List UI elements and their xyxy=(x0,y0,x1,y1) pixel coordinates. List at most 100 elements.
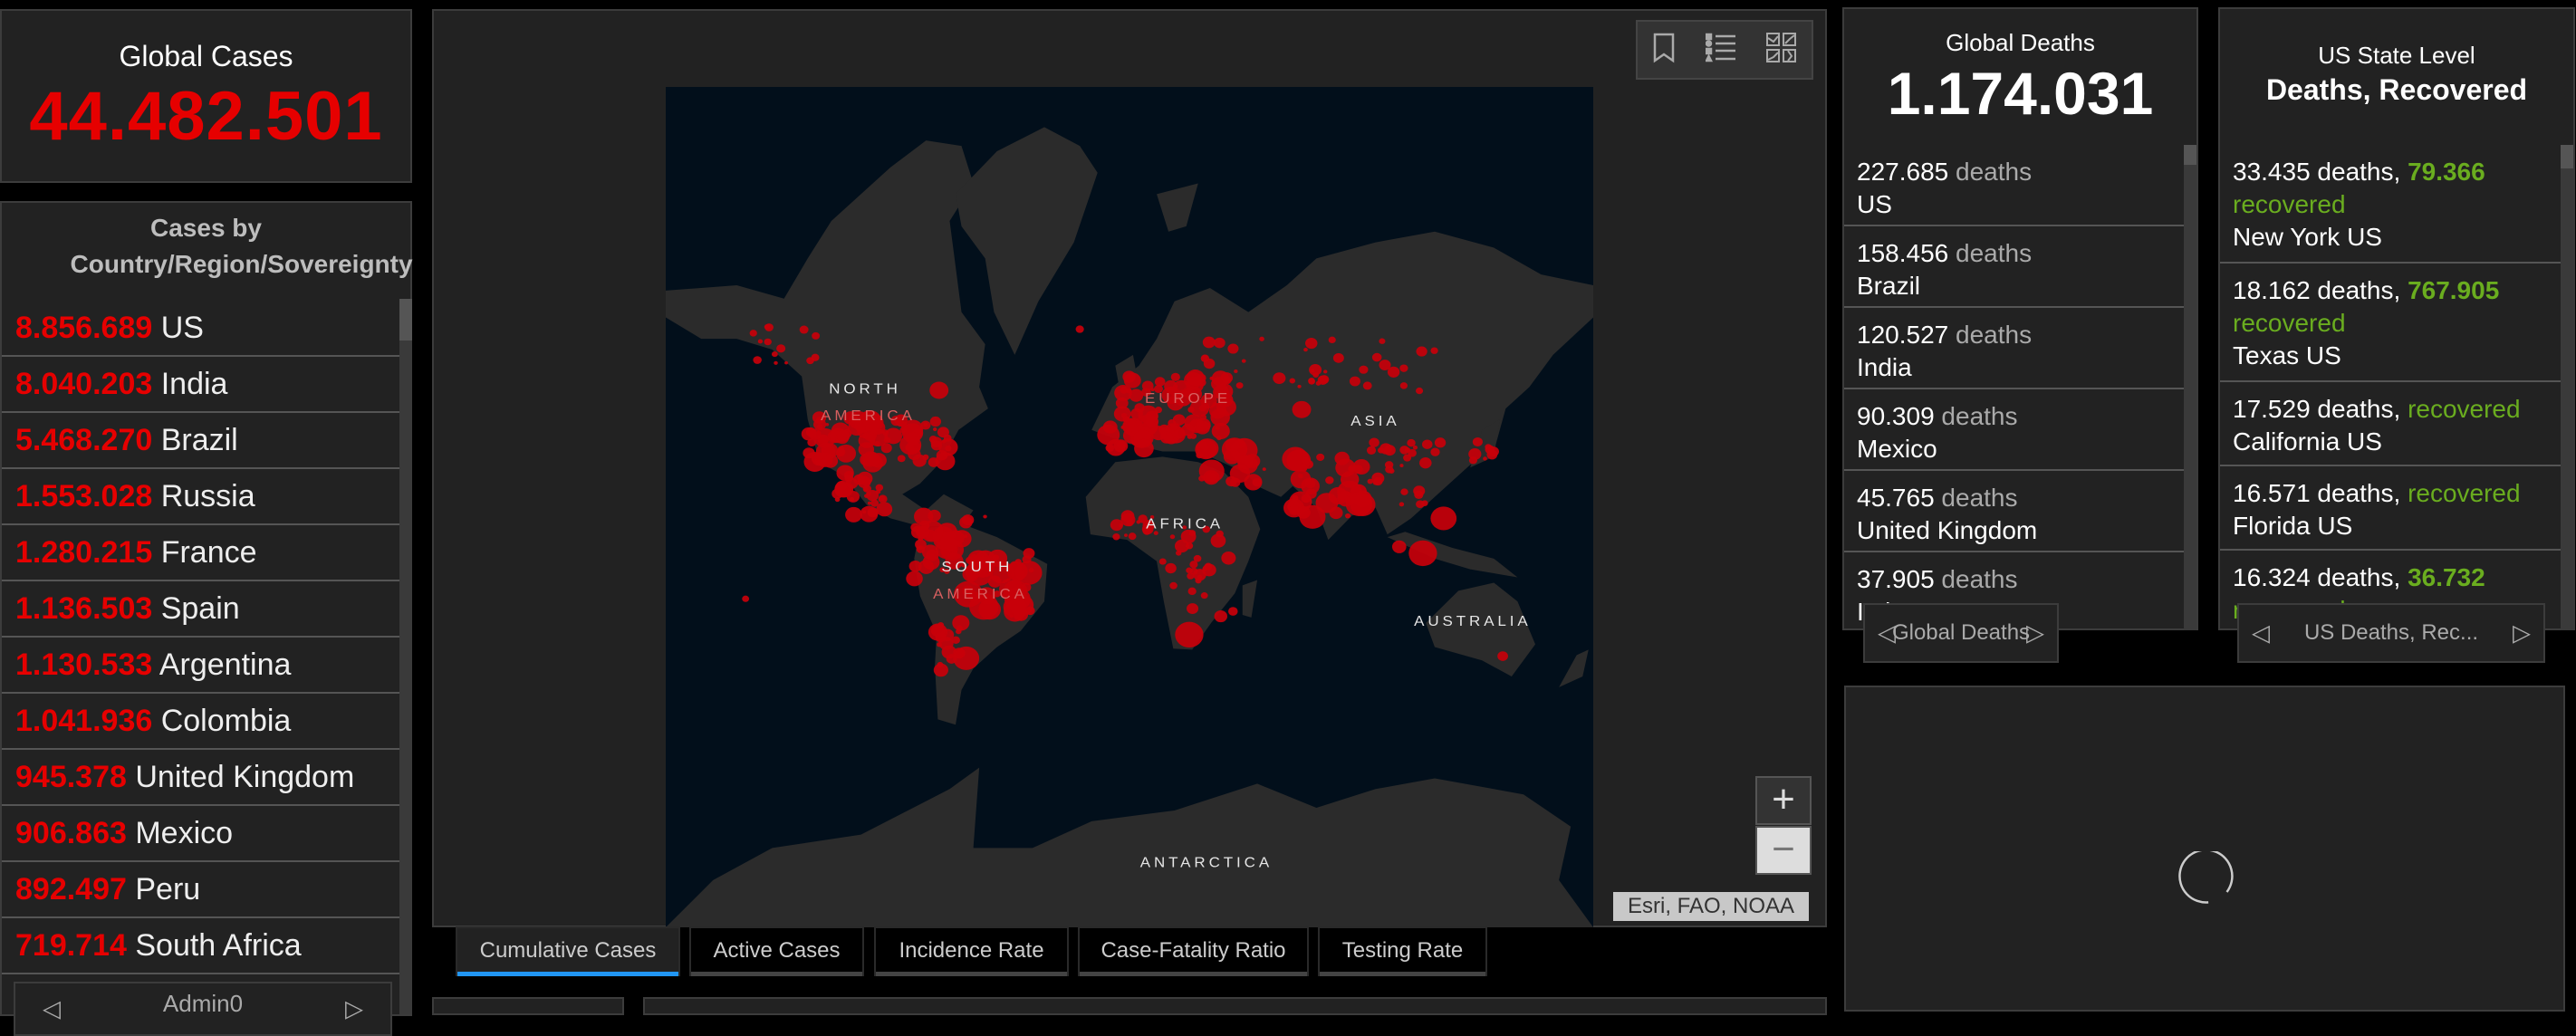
loading-spinner-icon xyxy=(2178,851,2234,904)
case-dot xyxy=(929,416,942,427)
case-dot xyxy=(1124,533,1128,537)
us-state-scrollbar[interactable] xyxy=(2561,145,2573,630)
case-dot xyxy=(1185,386,1202,402)
global-deaths-list[interactable]: 227.685 deaths US 158.456 deaths Brazil 120.… xyxy=(1844,145,2185,630)
tab-testing-rate[interactable]: Testing Rate xyxy=(1318,926,1487,976)
country-list[interactable]: 8.856.689 US 8.040.203 India 5.468.270 Bra… xyxy=(2,301,400,974)
tab-incidence-rate[interactable]: Incidence Rate xyxy=(874,926,1069,976)
tab-cumulative-cases[interactable]: Cumulative Cases xyxy=(456,926,680,976)
case-dot xyxy=(845,506,862,523)
zoom-in-button[interactable]: + xyxy=(1755,776,1812,825)
deaths-list-item[interactable]: 158.456 deaths Brazil xyxy=(1844,226,2185,308)
prev-arrow-icon[interactable]: ◁ xyxy=(1878,619,1896,647)
country-name: Brazil xyxy=(1857,272,1921,300)
us-state-list-item[interactable]: 33.435 deaths, 79.366 recovered New York … xyxy=(2220,145,2561,264)
legend-icon[interactable] xyxy=(1704,33,1736,68)
next-arrow-icon[interactable]: ▷ xyxy=(345,994,363,1022)
tab-active-cases[interactable]: Active Cases xyxy=(689,926,864,976)
global-deaths-pager: ◁ Global Deaths ▷ xyxy=(1863,603,2059,663)
us-state-list-item[interactable]: 18.162 deaths, 767.905 recovered Texas US xyxy=(2220,264,2561,382)
country-list-item[interactable]: 1.136.503 Spain xyxy=(2,581,400,638)
case-dot xyxy=(1416,346,1427,357)
world-map[interactable]: NORTH AMERICA EUROPE ASIA AFRICA SOUTH A… xyxy=(666,87,1593,927)
deaths-unit: deaths, xyxy=(2317,479,2401,507)
case-dot xyxy=(899,421,908,428)
scrollbar-thumb[interactable] xyxy=(2561,145,2573,168)
deaths-list-item[interactable]: 120.527 deaths India xyxy=(1844,308,2185,389)
scrollbar-thumb[interactable] xyxy=(2184,145,2196,165)
case-dot xyxy=(742,595,750,602)
country-list-item[interactable]: 8.856.689 US xyxy=(2,301,400,357)
case-dot xyxy=(908,560,922,572)
case-dot xyxy=(1241,359,1246,363)
country-list-item[interactable]: 8.040.203 India xyxy=(2,357,400,413)
case-dot xyxy=(1128,532,1137,541)
case-dot xyxy=(1154,385,1163,393)
map-canvas[interactable]: NORTH AMERICA EUROPE ASIA AFRICA SOUTH A… xyxy=(666,87,1593,927)
death-count: 16.324 xyxy=(2233,563,2311,591)
case-dot xyxy=(870,499,879,507)
map-attribution: Esri, FAO, NOAA xyxy=(1613,892,1809,921)
deaths-scrollbar[interactable] xyxy=(2184,145,2196,630)
case-dot xyxy=(1422,439,1433,449)
case-dot xyxy=(837,433,842,437)
case-dot xyxy=(811,353,820,361)
case-dot xyxy=(1366,446,1377,455)
bookmark-icon[interactable] xyxy=(1652,33,1676,68)
case-dot xyxy=(1193,554,1202,562)
deaths-unit: deaths xyxy=(1956,321,2033,349)
us-state-list[interactable]: 33.435 deaths, 79.366 recovered New York … xyxy=(2220,145,2561,630)
country-name: Mexico xyxy=(135,816,234,850)
case-dot xyxy=(1200,592,1208,600)
case-dot xyxy=(825,422,830,427)
case-dot xyxy=(1130,408,1143,420)
scrollbar-thumb[interactable] xyxy=(399,299,412,341)
case-dot xyxy=(1235,382,1244,389)
case-dot xyxy=(875,484,884,492)
us-state-list-item[interactable]: 16.571 deaths, recovered Florida US xyxy=(2220,466,2561,551)
us-state-list-item[interactable]: 17.529 deaths, recovered California US xyxy=(2220,382,2561,466)
country-list-item[interactable]: 719.714 South Africa xyxy=(2,918,400,974)
country-list-item[interactable]: 5.468.270 Brazil xyxy=(2,413,400,469)
case-dot xyxy=(1399,502,1405,507)
case-dot xyxy=(952,615,970,631)
case-dot xyxy=(1344,496,1350,503)
country-list-item[interactable]: 1.553.028 Russia xyxy=(2,469,400,525)
label-north: NORTH xyxy=(829,381,901,397)
country-list-item[interactable]: 945.378 United Kingdom xyxy=(2,750,400,806)
case-dot xyxy=(1328,336,1336,344)
country-list-item[interactable]: 892.497 Peru xyxy=(2,862,400,918)
label-africa: AFRICA xyxy=(1146,516,1224,532)
case-dot xyxy=(929,381,949,399)
label-europe: EUROPE xyxy=(1145,391,1231,407)
case-dot xyxy=(1308,377,1315,384)
case-dot xyxy=(1483,456,1487,461)
case-dot xyxy=(799,325,809,334)
deaths-list-item[interactable]: 90.309 deaths Mexico xyxy=(1844,389,2185,471)
case-dot xyxy=(1136,520,1141,524)
next-arrow-icon[interactable]: ▷ xyxy=(2513,619,2531,647)
country-list-item[interactable]: 1.041.936 Colombia xyxy=(2,694,400,750)
next-arrow-icon[interactable]: ▷ xyxy=(2026,619,2044,647)
prev-arrow-icon[interactable]: ◁ xyxy=(43,994,61,1022)
country-list-item[interactable]: 1.280.215 France xyxy=(2,525,400,581)
case-dot xyxy=(858,433,876,448)
case-dot xyxy=(1309,364,1322,376)
country-name: US xyxy=(1857,190,1892,218)
case-dot xyxy=(1175,621,1204,648)
prev-arrow-icon[interactable]: ◁ xyxy=(2252,619,2270,647)
case-dot xyxy=(1022,555,1032,564)
deaths-list-item[interactable]: 45.765 deaths United Kingdom xyxy=(1844,471,2185,552)
country-name: United Kingdom xyxy=(135,760,355,794)
country-list-item[interactable]: 1.130.533 Argentina xyxy=(2,638,400,694)
global-cases-title: Global Cases xyxy=(119,40,293,72)
australia xyxy=(1426,582,1535,677)
tab-case-fatality-ratio[interactable]: Case-Fatality Ratio xyxy=(1078,926,1309,976)
case-dot xyxy=(1289,378,1296,384)
zoom-out-button[interactable]: − xyxy=(1755,826,1812,875)
case-dot xyxy=(1290,469,1312,489)
country-list-scrollbar[interactable] xyxy=(399,299,412,1014)
basemap-gallery-icon[interactable] xyxy=(1765,32,1797,68)
country-list-item[interactable]: 906.863 Mexico xyxy=(2,806,400,862)
deaths-list-item[interactable]: 227.685 deaths US xyxy=(1844,145,2185,226)
